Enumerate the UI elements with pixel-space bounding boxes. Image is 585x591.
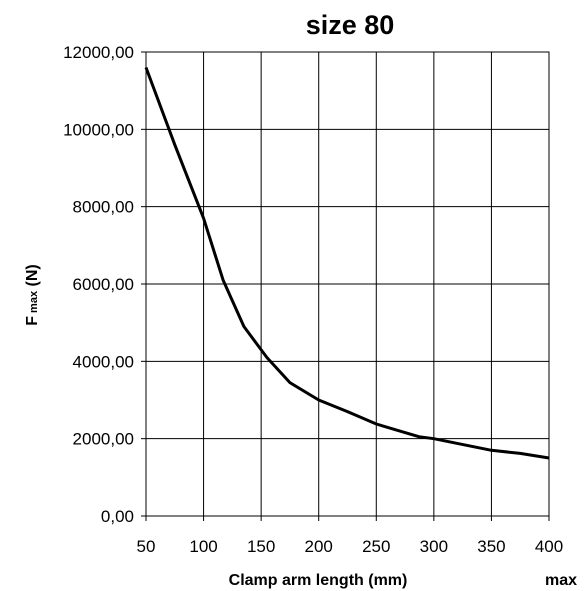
x-tick-label: 300 <box>420 537 448 556</box>
y-tick-label: 2000,00 <box>73 430 134 449</box>
y-tick-label: 8000,00 <box>73 198 134 217</box>
y-axis-label-sub: max <box>28 290 40 313</box>
x-tick-label: 100 <box>189 537 217 556</box>
y-tick-label: 0,00 <box>101 507 134 526</box>
x-tick-label: 350 <box>477 537 505 556</box>
series-line <box>144 66 550 460</box>
x-axis-label: Clamp arm length (mm) <box>229 572 408 589</box>
chart-title: size 80 <box>306 10 395 40</box>
y-tick-label: 6000,00 <box>73 275 134 294</box>
x-tick-label: 150 <box>247 537 275 556</box>
corner-label: max <box>545 572 577 589</box>
x-tick-label: 250 <box>362 537 390 556</box>
grid <box>146 52 549 516</box>
y-axis-label-main: F <box>24 316 41 326</box>
x-axis-ticks: 50 100 150 200 250 300 350 400 <box>137 516 563 556</box>
x-tick-label: 50 <box>137 537 156 556</box>
y-axis-label-unit: (N) <box>24 264 41 291</box>
y-tick-label: 4000,00 <box>73 352 134 371</box>
y-tick-label: 10000,00 <box>63 120 134 139</box>
y-axis-ticks: 0,00 2000,00 4000,00 6000,00 8000,00 10000,00… <box>63 43 146 526</box>
y-axis-label: Fmax (N) <box>24 264 41 325</box>
x-tick-label: 400 <box>535 537 563 556</box>
series-group <box>144 66 550 460</box>
y-tick-label: 12000,00 <box>63 43 134 62</box>
x-tick-label: 200 <box>305 537 333 556</box>
